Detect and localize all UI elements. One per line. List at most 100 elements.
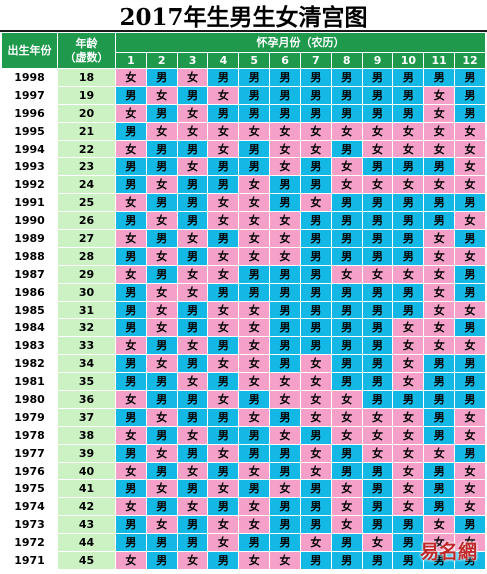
gender-cell-boy: 男 <box>207 336 240 356</box>
gender-cell-girl: 女 <box>176 461 209 481</box>
gender-cell-girl: 女 <box>238 336 271 356</box>
gender-cell-boy: 男 <box>207 68 240 87</box>
gender-cell-boy: 男 <box>454 282 486 302</box>
gender-cell-girl: 女 <box>238 229 271 248</box>
age-cell: 36 <box>57 390 116 409</box>
header-month-7: 7 <box>299 52 332 69</box>
age-cell: 38 <box>57 425 116 445</box>
gender-cell-girl: 女 <box>238 407 271 427</box>
table-row: 1972 44 男男男女男男女男女男女女 <box>1 533 486 553</box>
gender-cell-girl: 女 <box>361 407 394 427</box>
gender-cell-boy: 男 <box>238 85 271 105</box>
gender-cell-girl: 女 <box>115 497 147 517</box>
gender-cell-boy: 男 <box>423 551 456 570</box>
gender-cell-boy: 男 <box>299 318 332 338</box>
gender-cell-boy: 男 <box>454 103 486 123</box>
gender-cell-girl: 女 <box>454 157 486 177</box>
age-cell: 37 <box>57 407 116 427</box>
age-cell: 29 <box>57 264 116 284</box>
gender-cell-girl: 女 <box>176 372 209 392</box>
gender-cell-girl: 女 <box>454 139 486 159</box>
birth-year-cell: 1976 <box>1 461 58 481</box>
gender-cell-girl: 女 <box>207 85 240 105</box>
gender-cell-girl: 女 <box>454 461 486 481</box>
gender-cell-boy: 男 <box>115 372 147 392</box>
table-row: 1979 37 男女男男女男女女女女男女 <box>1 407 486 427</box>
gender-cell-boy: 男 <box>454 193 486 213</box>
gender-cell-girl: 女 <box>238 551 271 570</box>
age-cell: 24 <box>57 175 116 195</box>
gender-cell-girl: 女 <box>361 425 394 445</box>
gender-cell-girl: 女 <box>330 121 363 141</box>
header-month-11: 11 <box>423 52 456 69</box>
gender-cell-boy: 男 <box>299 175 332 195</box>
gender-cell-boy: 男 <box>115 515 147 535</box>
age-cell: 35 <box>57 372 116 392</box>
gender-cell-girl: 女 <box>145 282 178 302</box>
conception-chart-table: 出生年份 年龄 （虚数） 怀孕月份（农历） 1 2 3 4 5 6 7 8 9 10 11 12 19… <box>1 32 486 570</box>
gender-cell-boy: 男 <box>115 479 147 499</box>
table-row: 1971 45 女男女男女女男男男男男男 <box>1 551 486 570</box>
gender-cell-boy: 男 <box>330 461 363 481</box>
header-month-3: 3 <box>176 52 209 69</box>
header-age-line1: 年龄 <box>75 37 98 50</box>
table-row: 1985 31 男女男女女男男男男男女女 <box>1 300 486 320</box>
gender-cell-girl: 女 <box>269 157 301 177</box>
table-row: 1983 33 女男女男女男男男男女女女 <box>1 336 486 356</box>
age-cell: 18 <box>57 68 116 87</box>
birth-year-cell: 1993 <box>1 157 58 177</box>
gender-cell-boy: 男 <box>454 229 486 248</box>
gender-cell-girl: 女 <box>392 461 425 481</box>
gender-cell-boy: 男 <box>299 300 332 320</box>
birth-year-cell: 1979 <box>1 407 58 427</box>
gender-cell-girl: 女 <box>454 175 486 195</box>
gender-cell-girl: 女 <box>299 139 332 159</box>
gender-cell-boy: 男 <box>361 103 394 123</box>
gender-cell-boy: 男 <box>392 390 425 409</box>
page-title: 2017年生男生女清宫图 <box>0 0 487 32</box>
gender-cell-boy: 男 <box>238 479 271 499</box>
gender-cell-girl: 女 <box>454 336 486 356</box>
gender-cell-boy: 男 <box>145 425 178 445</box>
gender-cell-boy: 男 <box>361 551 394 570</box>
gender-cell-boy: 男 <box>115 85 147 105</box>
gender-cell-girl: 女 <box>299 121 332 141</box>
birth-year-cell: 1981 <box>1 372 58 392</box>
gender-cell-girl: 女 <box>361 264 394 284</box>
gender-cell-boy: 男 <box>392 282 425 302</box>
gender-cell-boy: 男 <box>299 497 332 517</box>
table-row: 1994 22 女男男女男女女男女女女女 <box>1 139 486 159</box>
gender-cell-boy: 男 <box>176 175 209 195</box>
gender-cell-boy: 男 <box>392 300 425 320</box>
gender-cell-girl: 女 <box>330 175 363 195</box>
gender-cell-boy: 男 <box>392 229 425 248</box>
gender-cell-girl: 女 <box>299 443 332 463</box>
birth-year-cell: 1978 <box>1 425 58 445</box>
header-month-9: 9 <box>361 52 394 69</box>
gender-cell-girl: 女 <box>176 229 209 248</box>
gender-cell-boy: 男 <box>299 479 332 499</box>
gender-cell-boy: 男 <box>269 515 301 535</box>
table-row: 1976 40 女男女男女男女男男女男女 <box>1 461 486 481</box>
table-row: 1997 19 男女男女男男男男男男女男 <box>1 85 486 105</box>
gender-cell-girl: 女 <box>423 121 456 141</box>
birth-year-cell: 1992 <box>1 175 58 195</box>
gender-cell-boy: 男 <box>330 246 363 266</box>
gender-cell-boy: 男 <box>269 85 301 105</box>
gender-cell-boy: 男 <box>145 533 178 553</box>
gender-cell-boy: 男 <box>207 551 240 570</box>
birth-year-cell: 1994 <box>1 139 58 159</box>
gender-cell-girl: 女 <box>115 68 147 87</box>
table-row: 1978 38 女男女男男女男女女女男女 <box>1 425 486 445</box>
gender-cell-boy: 男 <box>423 354 456 374</box>
gender-cell-boy: 男 <box>115 533 147 553</box>
gender-cell-girl: 女 <box>238 300 271 320</box>
gender-cell-girl: 女 <box>361 139 394 159</box>
gender-cell-boy: 男 <box>361 211 394 231</box>
table-row: 1988 28 男女男女女女男男男男女女 <box>1 246 486 266</box>
gender-cell-boy: 男 <box>454 372 486 392</box>
birth-year-cell: 1985 <box>1 300 58 320</box>
gender-cell-boy: 男 <box>423 68 456 87</box>
gender-cell-boy: 男 <box>361 336 394 356</box>
gender-cell-boy: 男 <box>361 229 394 248</box>
